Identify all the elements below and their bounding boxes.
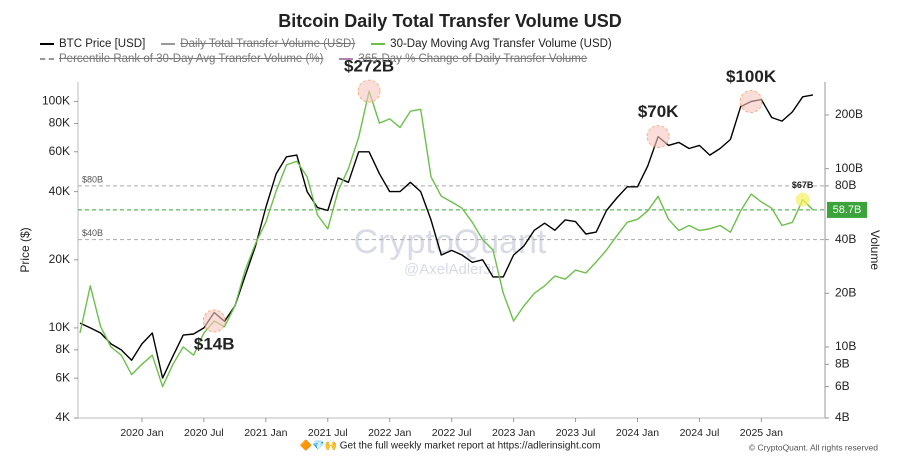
y2-tick-label: 4B: [835, 410, 850, 424]
x-tick-label: 2020 Jan: [120, 427, 163, 439]
legend-item[interactable]: Daily Total Transfer Volume (USD): [161, 38, 355, 50]
reference-label: $40B: [82, 228, 103, 238]
legend-swatch: [161, 43, 176, 45]
legend-swatch: [40, 58, 54, 60]
y2-tick-label: 20B: [835, 285, 856, 299]
legend-swatch: [371, 43, 386, 45]
series-line: [79, 90, 814, 388]
y-axis-label: Price ($): [18, 227, 32, 272]
x-tick-label: 2024 Jul: [680, 427, 720, 439]
y2-tick-label: 6B: [835, 379, 850, 393]
legend-label: 30-Day Moving Avg Transfer Volume (USD): [390, 38, 612, 50]
x-tick-label: 2025 Jan: [740, 427, 783, 439]
highlight: [795, 192, 810, 207]
y2-tick-label: 40B: [835, 232, 856, 246]
annotation: $14B: [194, 334, 235, 353]
y2-tick-label: 200B: [835, 107, 863, 121]
annotation: $272B: [344, 57, 394, 76]
x-tick-label: 2024 Jan: [616, 427, 659, 439]
reference-badge: [827, 201, 867, 218]
annotation: $70K: [638, 102, 679, 121]
legend-label: 365-Day % Change of Daily Transfer Volum…: [358, 53, 588, 65]
legend: BTC Price [USD] Daily Total Transfer Volu…: [40, 38, 880, 65]
legend-item[interactable]: Percentile Rank of 30-Day Avg Transfer V…: [40, 53, 323, 65]
watermark: @AxelAdlerJr: [404, 261, 496, 278]
annotation: $67B: [792, 180, 814, 190]
annotation: $100K: [726, 67, 777, 86]
y-tick-label: 40K: [49, 184, 70, 198]
y-tick-label: 8K: [55, 342, 70, 356]
y-tick-label: 6K: [55, 370, 70, 384]
x-tick-label: 2021 Jul: [308, 427, 348, 439]
x-tick-label: 2023 Jul: [556, 427, 596, 439]
highlight: [739, 90, 763, 114]
legend-item[interactable]: BTC Price [USD]: [40, 38, 145, 50]
y-tick-label: 4K: [55, 410, 70, 424]
y2-tick-label: 8B: [835, 356, 850, 370]
x-tick-label: 2020 Jul: [184, 427, 224, 439]
reference-label: $80B: [82, 174, 103, 184]
legend-label: BTC Price [USD]: [59, 38, 146, 50]
x-tick-label: 2021 Jan: [244, 427, 287, 439]
legend-label: Daily Total Transfer Volume (USD): [180, 38, 356, 50]
y-tick-label: 80K: [49, 116, 70, 130]
highlight: [202, 309, 226, 333]
y2-tick-label: 80B: [835, 178, 856, 192]
y2-axis-label: Volume: [868, 230, 882, 270]
chart-title: Bitcoin Daily Total Transfer Volume USD: [278, 11, 621, 31]
legend-swatch: [40, 43, 54, 45]
series-line: [79, 94, 814, 379]
legend-item[interactable]: 30-Day Moving Avg Transfer Volume (USD): [371, 38, 612, 50]
y2-tick-label: 100B: [835, 161, 863, 175]
legend-label: Percentile Rank of 30-Day Avg Transfer V…: [59, 53, 324, 65]
x-tick-label: 2022 Jan: [368, 427, 411, 439]
reference-label: 58.7B: [833, 204, 862, 216]
copyright: © CryptoQuant. All rights reserved: [749, 442, 878, 452]
legend-item[interactable]: 365-Day % Change of Daily Transfer Volum…: [339, 53, 587, 65]
watermark: CryptoQuant: [354, 223, 547, 261]
y-tick-label: 100K: [42, 94, 70, 108]
highlight: [357, 79, 381, 103]
x-tick-label: 2022 Jul: [432, 427, 472, 439]
footer: 🔶💎🙌 Get the full weekly market report at…: [300, 439, 601, 452]
y-tick-label: 20K: [49, 252, 70, 266]
y2-tick-label: 10B: [835, 339, 856, 353]
x-tick-label: 2023 Jan: [492, 427, 535, 439]
legend-swatch: [339, 58, 354, 60]
y-tick-label: 10K: [49, 320, 70, 334]
y-tick-label: 60K: [49, 144, 70, 158]
highlight: [646, 125, 670, 149]
